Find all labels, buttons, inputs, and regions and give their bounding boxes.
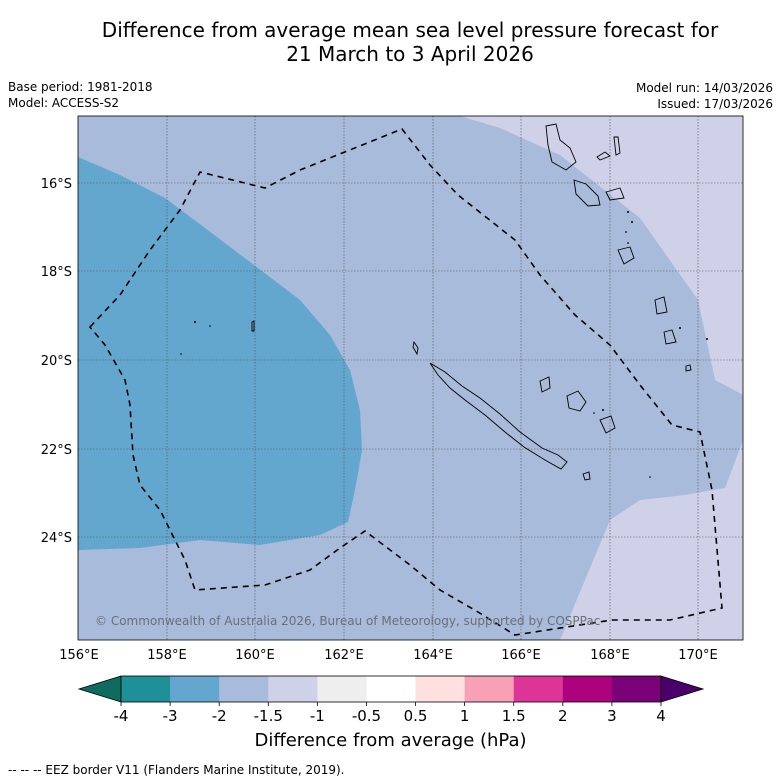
colorbar-tick-label: -2 <box>212 707 227 725</box>
colorbar-swatch <box>268 676 318 702</box>
lifou-island <box>566 390 587 412</box>
model-name: Model: ACCESS-S2 <box>8 96 120 110</box>
tanna <box>663 329 677 345</box>
lon-label: 164°E <box>413 648 453 663</box>
colorbar-tick-label: 0.5 <box>404 707 428 725</box>
colorbar-swatch <box>415 676 465 702</box>
lon-label: 170°E <box>678 648 718 663</box>
colorbar-swatch <box>464 676 515 702</box>
isle-of-pines <box>582 471 591 481</box>
title-line-2: 21 March to 3 April 2026 <box>286 42 534 66</box>
title-line-1: Difference from average mean sea level p… <box>101 18 719 42</box>
model-run: Model run: 14/03/2026 <box>635 81 773 95</box>
base-period: Base period: 1981-2018 <box>8 80 153 94</box>
lat-label: 18°S <box>41 265 72 280</box>
aneityum <box>685 364 692 372</box>
colorbar-tick-label: -0.5 <box>352 707 381 725</box>
issued-date: Issued: 17/03/2026 <box>657 97 773 111</box>
mare-island <box>599 415 616 434</box>
colorbar-title: Difference from average (hPa) <box>254 730 527 751</box>
colorbar-swatch <box>317 676 367 702</box>
colorbar-swatch <box>611 676 662 702</box>
eez-legend-note: -- -- -- EEZ border V11 (Flanders Marine… <box>8 763 345 777</box>
colorbar-swatch <box>562 676 613 702</box>
colorbar-swatch <box>121 676 171 702</box>
lat-label: 16°S <box>41 177 72 192</box>
colorbar: -4 -3 -2 -1.5 -1 -0.5 0.5 1 1.5 2 3 4 <box>77 675 705 725</box>
longitude-labels: 156°E 158°E 160°E 162°E 164°E 166°E 168°… <box>59 648 718 663</box>
colorbar-tick-label: 1 <box>460 707 470 725</box>
colorbar-tick-label: -4 <box>114 707 129 725</box>
lat-label: 20°S <box>41 354 72 369</box>
copyright-notice: © Commonwealth of Australia 2026, Bureau… <box>95 614 601 628</box>
pentecost <box>613 136 621 156</box>
lon-label: 168°E <box>590 648 630 663</box>
colorbar-swatch <box>219 676 269 702</box>
lon-label: 162°E <box>324 648 364 663</box>
colorbar-swatch <box>170 676 220 702</box>
meta-right: Model run: 14/03/2026 Issued: 17/03/2026 <box>636 80 773 112</box>
latitude-labels: 16°S 18°S 20°S 22°S 24°S <box>41 177 72 546</box>
ambrym <box>605 187 625 201</box>
lon-label: 158°E <box>147 648 187 663</box>
colorbar-extend-high <box>660 675 705 703</box>
new-caledonia-island <box>429 362 568 470</box>
espiritu-santo <box>545 123 577 171</box>
pressure-anomaly-field <box>78 116 743 640</box>
belep-islands <box>412 340 419 356</box>
eez-border <box>88 128 723 636</box>
gridlines <box>78 116 743 640</box>
small-islets <box>180 211 708 478</box>
chesterfield-islet <box>251 320 255 332</box>
colorbar-tick-label: 1.5 <box>502 707 526 725</box>
malekula <box>573 179 601 207</box>
efate <box>617 246 635 265</box>
map-frame <box>77 115 744 641</box>
shade-minus3-to-minus2-west <box>78 157 362 550</box>
lon-label: 166°E <box>501 648 541 663</box>
colorbar-tick-label: 4 <box>656 707 666 725</box>
lon-label: 156°E <box>59 648 99 663</box>
colorbar-tick-label: -1 <box>310 707 325 725</box>
colorbar-swatch <box>513 676 564 702</box>
coastlines <box>180 123 708 481</box>
ouvea-island <box>539 376 551 393</box>
colorbar-swatch <box>366 676 416 702</box>
colorbar-tick-label: -1.5 <box>254 707 283 725</box>
colorbar-tick-label: 2 <box>558 707 568 725</box>
colorbar-tick-label: -3 <box>163 707 178 725</box>
erromango <box>654 296 668 315</box>
colorbar-tick-label: 3 <box>607 707 617 725</box>
meta-left: Base period: 1981-2018 Model: ACCESS-S2 <box>8 79 153 111</box>
lat-label: 24°S <box>41 531 72 546</box>
lat-label: 22°S <box>41 443 72 458</box>
colorbar-extend-low <box>77 675 122 703</box>
shade-minus1-5-to-minus1-se <box>560 440 743 640</box>
lon-label: 160°E <box>235 648 275 663</box>
ambae <box>596 151 611 161</box>
map-title: Difference from average mean sea level p… <box>60 18 760 66</box>
colorbar-outline <box>120 675 662 703</box>
shade-minus1-5-to-minus1-ne <box>460 116 743 395</box>
